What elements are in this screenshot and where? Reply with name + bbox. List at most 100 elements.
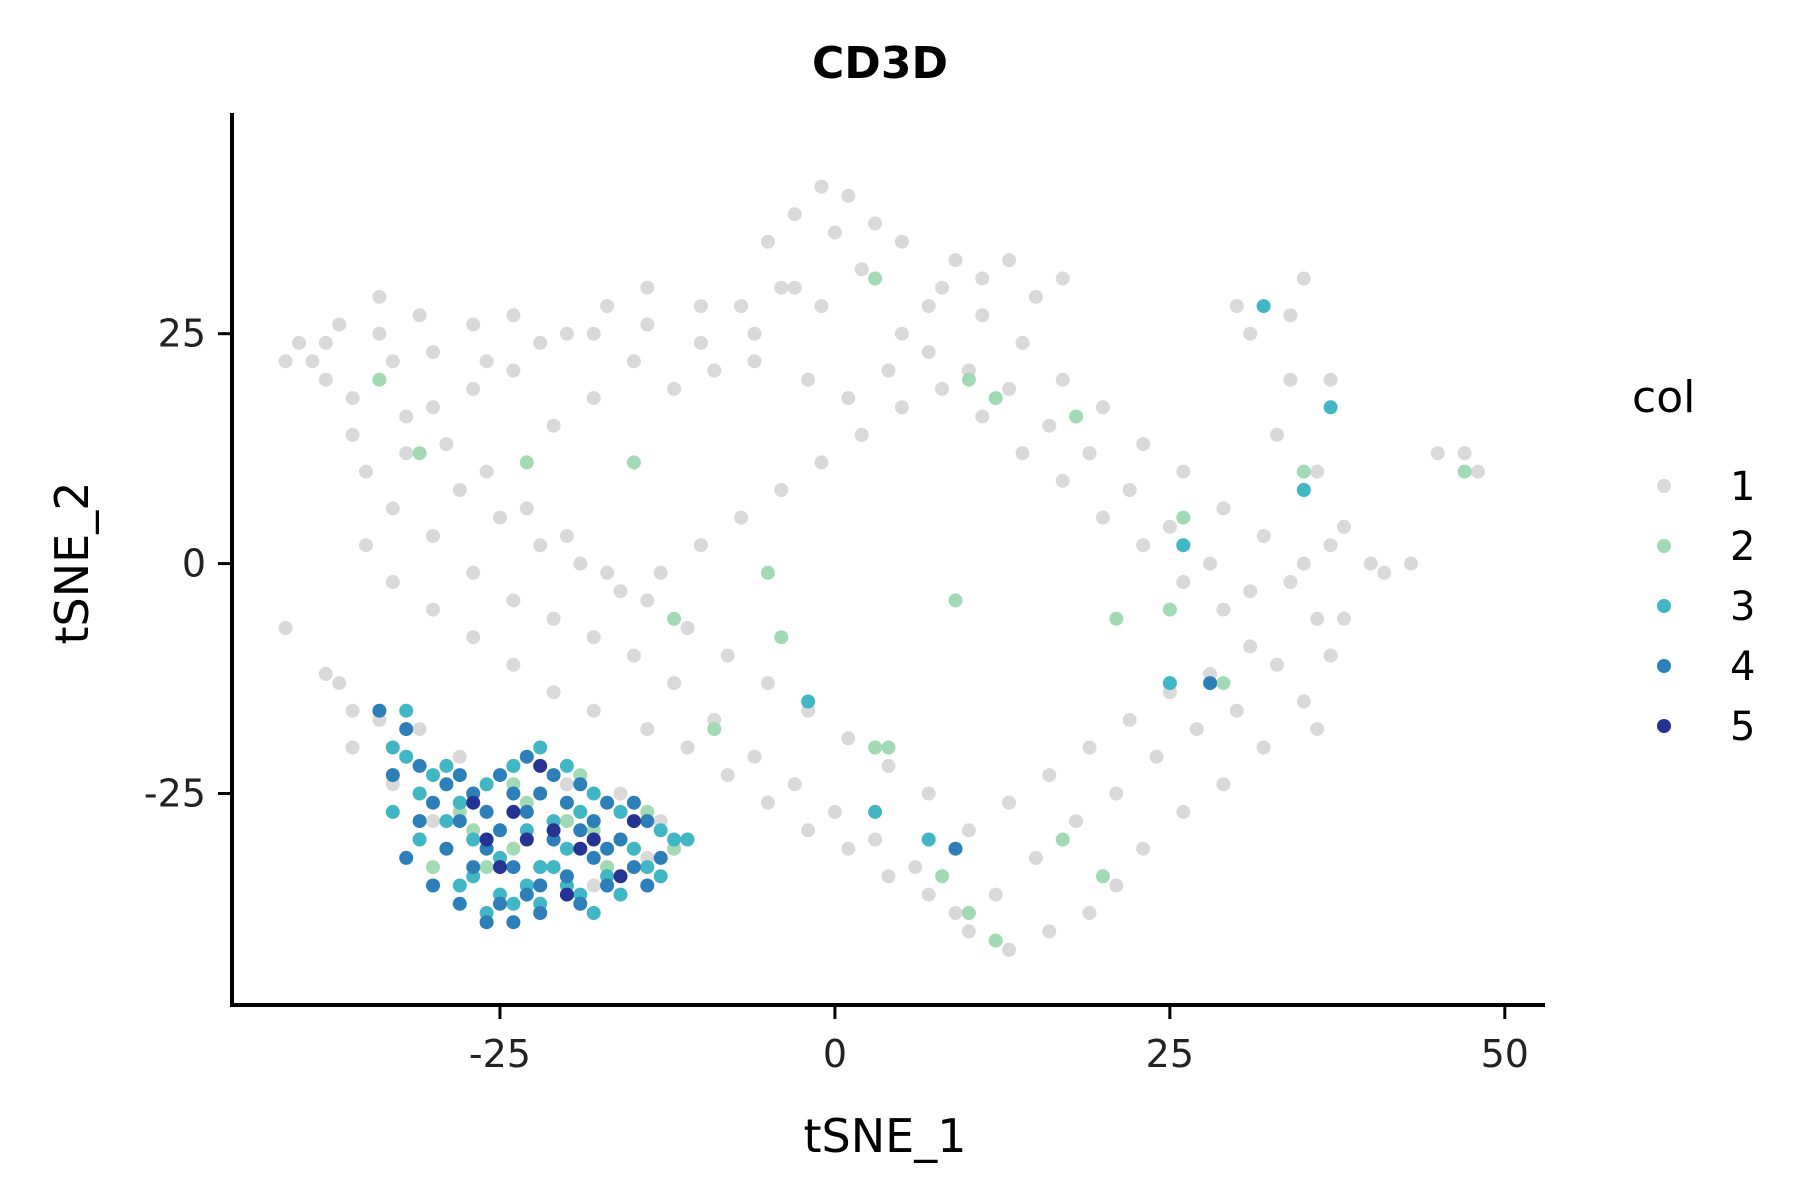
point-col-1 (1283, 308, 1298, 323)
point-col-1 (693, 299, 708, 314)
point-col-1 (787, 777, 802, 792)
point-col-1 (667, 676, 682, 691)
point-col-1 (1069, 814, 1084, 829)
point-col-1 (1176, 804, 1191, 819)
point-col-4 (613, 832, 628, 847)
point-col-3 (479, 777, 494, 792)
point-col-1 (1296, 556, 1311, 571)
point-col-1 (372, 289, 387, 304)
point-col-3 (586, 786, 601, 801)
point-col-1 (1015, 446, 1030, 461)
point-col-3 (533, 860, 548, 875)
point-col-1 (385, 501, 400, 516)
point-col-1 (332, 676, 347, 691)
point-col-1 (546, 611, 561, 626)
point-col-4 (506, 915, 521, 930)
point-col-1 (1055, 372, 1070, 387)
point-col-4 (385, 768, 400, 783)
legend-label: 3 (1730, 584, 1755, 630)
point-col-2 (1162, 602, 1177, 617)
point-col-1 (426, 602, 440, 617)
point-col-4 (493, 896, 507, 911)
point-col-1 (921, 887, 936, 902)
point-col-1 (854, 427, 869, 442)
point-col-2 (961, 906, 976, 920)
point-col-1 (385, 575, 400, 589)
point-col-1 (439, 437, 454, 452)
point-col-1 (586, 630, 601, 645)
point-col-4 (452, 814, 467, 829)
point-col-1 (975, 409, 990, 424)
legend-key-5 (1657, 719, 1671, 733)
point-col-4 (452, 896, 467, 911)
point-col-4 (426, 795, 440, 810)
point-col-3 (1296, 483, 1311, 497)
point-col-1 (1216, 777, 1231, 792)
point-col-3 (452, 878, 467, 893)
point-col-1 (1229, 703, 1244, 718)
point-col-1 (479, 464, 494, 479)
point-col-1 (546, 685, 561, 700)
point-col-1 (1095, 510, 1110, 525)
point-col-1 (533, 538, 548, 553)
y-tick-label: 0 (182, 542, 206, 586)
point-col-1 (1176, 464, 1191, 479)
y-tick-label: 25 (158, 312, 206, 356)
point-col-3 (653, 869, 668, 884)
point-col-3 (506, 896, 521, 911)
point-col-1 (881, 363, 896, 378)
point-col-1 (787, 207, 802, 222)
point-col-4 (626, 860, 641, 875)
point-col-1 (1149, 749, 1164, 764)
point-col-1 (1270, 427, 1284, 442)
point-col-1 (1229, 299, 1244, 314)
legend-label: 2 (1730, 524, 1755, 570)
point-col-1 (586, 326, 601, 341)
point-col-1 (868, 832, 883, 847)
legend: col 1 2 3 4 5 (1632, 372, 1755, 750)
point-col-1 (1243, 639, 1258, 654)
point-col-1 (1162, 519, 1177, 534)
point-col-1 (1256, 529, 1271, 543)
point-col-3 (466, 832, 481, 847)
point-col-1 (894, 234, 909, 249)
point-col-1 (747, 354, 762, 369)
point-col-1 (1095, 400, 1110, 415)
point-col-4 (533, 906, 548, 920)
point-col-4 (640, 814, 655, 829)
point-col-2 (1296, 464, 1311, 479)
point-col-1 (278, 354, 293, 369)
point-col-1 (600, 565, 615, 580)
point-col-1 (1283, 372, 1298, 387)
point-col-4 (399, 850, 414, 865)
x-tick-label: 50 (1481, 1032, 1529, 1076)
point-col-1 (881, 758, 896, 773)
point-col-1 (1216, 501, 1231, 516)
legend-key-2 (1657, 539, 1671, 553)
point-col-3 (399, 749, 414, 764)
point-col-3 (546, 860, 561, 875)
point-col-1 (466, 317, 481, 332)
point-col-2 (479, 860, 494, 875)
point-col-1 (559, 326, 574, 341)
point-col-1 (841, 731, 856, 746)
point-col-2 (1216, 676, 1231, 691)
point-col-4 (399, 722, 414, 737)
point-col-1 (707, 363, 722, 378)
legend-title: col (1632, 372, 1695, 423)
point-col-1 (1122, 483, 1137, 497)
point-col-1 (493, 510, 507, 525)
point-col-1 (1042, 924, 1057, 939)
point-col-1 (1189, 722, 1204, 737)
point-col-1 (1055, 271, 1070, 286)
point-col-1 (385, 354, 400, 369)
point-col-1 (908, 860, 923, 875)
point-col-1 (921, 299, 936, 314)
point-col-1 (466, 565, 481, 580)
point-col-2 (519, 455, 534, 470)
point-col-1 (1323, 648, 1338, 663)
point-col-4 (559, 795, 574, 810)
point-col-1 (787, 280, 802, 295)
point-col-1 (399, 446, 414, 461)
point-col-4 (506, 786, 521, 801)
